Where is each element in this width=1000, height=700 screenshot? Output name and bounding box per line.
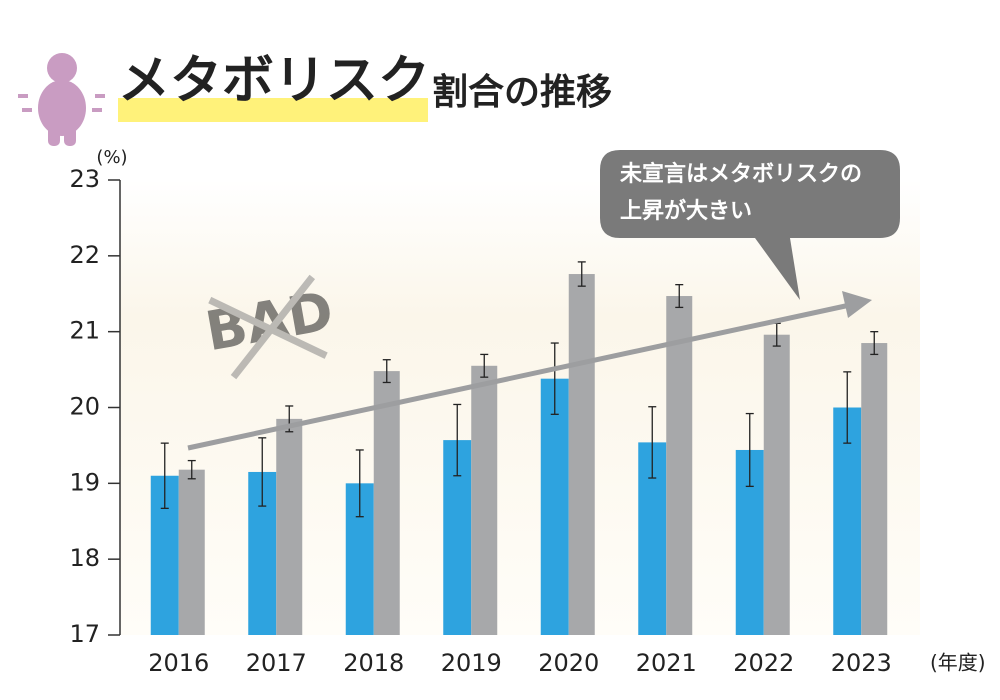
y-tick-label: 21 xyxy=(69,317,100,345)
stamp-cross xyxy=(230,274,316,380)
y-tick-label: 20 xyxy=(69,393,100,421)
x-tick-label: 2018 xyxy=(343,649,404,677)
chart-title: メタボリスク xyxy=(118,51,430,111)
x-unit: (年度) xyxy=(930,651,986,675)
bar xyxy=(833,407,862,635)
error-bar xyxy=(843,371,852,444)
error-bar xyxy=(355,449,364,518)
error-bar xyxy=(453,403,462,477)
bar xyxy=(568,274,595,635)
error-bar xyxy=(745,412,754,488)
x-tick-label: 2016 xyxy=(148,649,209,677)
x-tick-label: 2020 xyxy=(538,649,599,677)
error-bar xyxy=(258,437,267,507)
bar xyxy=(861,343,888,635)
x-tick-label: 2022 xyxy=(733,649,794,677)
y-tick-label: 22 xyxy=(69,241,100,269)
y-tick-label: 23 xyxy=(69,165,100,193)
callout-bubble xyxy=(600,150,900,300)
bar xyxy=(666,296,693,635)
x-tick-label: 2017 xyxy=(246,649,307,677)
error-bar xyxy=(577,261,586,287)
person-icon xyxy=(18,53,105,146)
bar xyxy=(763,334,790,635)
error-bar xyxy=(480,353,489,378)
x-tick-label: 2021 xyxy=(636,649,697,677)
bar xyxy=(178,469,205,635)
y-tick-label: 18 xyxy=(69,544,100,572)
trend-arrow xyxy=(187,302,851,451)
error-bar xyxy=(870,331,879,356)
error-bar xyxy=(382,359,391,384)
callout-text: 上昇が大きい xyxy=(620,198,752,224)
chart-subtitle: 割合の推移 xyxy=(432,72,612,113)
bar xyxy=(373,371,400,635)
bar xyxy=(276,418,303,635)
y-tick-label: 17 xyxy=(69,620,100,648)
plot-background xyxy=(120,180,920,635)
error-bar xyxy=(648,406,657,479)
callout-text: 未宣言はメタボリスクの xyxy=(620,161,862,187)
trend-arrow-head xyxy=(842,291,872,318)
bar xyxy=(471,365,498,635)
x-tick-label: 2019 xyxy=(441,649,502,677)
error-bar xyxy=(675,283,684,309)
y-unit: (%) xyxy=(96,147,127,168)
y-tick-label: 19 xyxy=(69,468,100,496)
error-bar xyxy=(160,442,169,510)
error-bar xyxy=(550,342,559,415)
title-highlight xyxy=(118,98,428,122)
bar xyxy=(540,378,569,635)
error-bar xyxy=(187,459,196,480)
x-tick-label: 2023 xyxy=(831,649,892,677)
